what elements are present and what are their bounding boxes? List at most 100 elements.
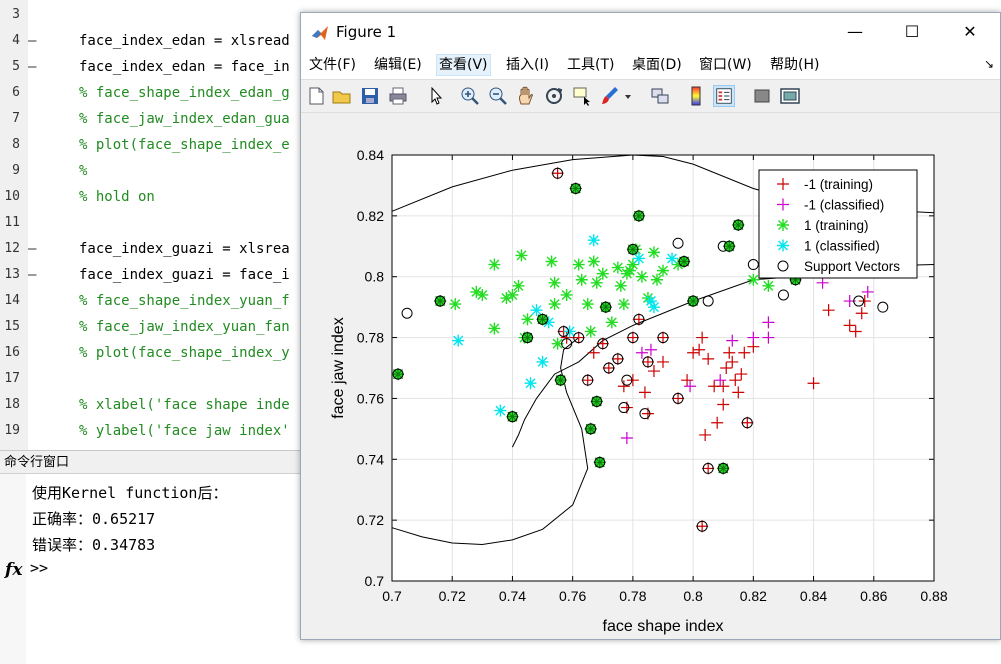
function-browser-icon[interactable]: fx (5, 560, 23, 580)
link-icon[interactable] (649, 85, 671, 107)
open-file-icon[interactable] (331, 85, 353, 107)
data-cursor-icon[interactable] (571, 85, 593, 107)
menu-help[interactable]: 帮助(H) (770, 57, 820, 73)
neg-training-point (572, 331, 585, 344)
save-icon[interactable] (359, 85, 381, 107)
support-vector-point (582, 374, 594, 386)
editor-line[interactable]: 17 (0, 366, 1001, 392)
editor-line[interactable]: 16 % plot(face_shape_index_y (0, 340, 1001, 366)
support-vector-point (747, 259, 759, 271)
editor-line[interactable]: 4 — face_index_edan = xlsread (0, 28, 1001, 54)
menu-file[interactable]: 文件(F) (309, 57, 356, 73)
editor-line[interactable]: 11 (0, 210, 1001, 236)
neg-training-point (647, 365, 660, 378)
rotate-icon[interactable] (543, 85, 565, 107)
breakpoint-marker[interactable]: — (28, 33, 37, 49)
editor-line[interactable]: 3 (0, 2, 1001, 28)
editor-line[interactable]: 9% (0, 158, 1001, 184)
minimize-button[interactable]: — (847, 22, 863, 41)
neg-training-point (741, 416, 754, 429)
menu-window[interactable]: 窗口(W) (699, 57, 752, 73)
editor-line[interactable]: 8 % plot(face_shape_index_e (0, 132, 1001, 158)
command-prompt[interactable]: >> (30, 559, 49, 577)
line-number: 16 (4, 345, 20, 360)
neg-training-point (693, 343, 706, 356)
line-number: 7 (12, 111, 20, 126)
pos-training-point (548, 276, 561, 289)
neg-training-point (581, 374, 594, 387)
support-vector-point (678, 255, 691, 268)
y-tick-label: 0.78 (357, 330, 384, 346)
pos-classified-point (530, 304, 543, 317)
brush-dropdown-icon[interactable] (623, 85, 633, 107)
zoom-out-icon[interactable] (487, 85, 509, 107)
menu-desktop[interactable]: 桌面(D) (632, 57, 682, 73)
maximize-button[interactable]: ☐ (904, 22, 920, 41)
editor-line[interactable]: 12 — face_index_guazi = xlsrea (0, 236, 1001, 262)
legend-box (758, 169, 918, 279)
editor-line[interactable]: 18 % xlabel('face shape inde (0, 392, 1001, 418)
editor-line[interactable]: 13 — face_index_guazi = face_i (0, 262, 1001, 288)
menu-view[interactable]: 查看(V) (436, 54, 491, 76)
menu-insert[interactable]: 插入(I) (506, 57, 550, 73)
zoom-in-icon[interactable] (459, 85, 481, 107)
support-vector-point (642, 356, 654, 368)
editor-line[interactable]: 14 % face_shape_index_yuan_f (0, 288, 1001, 314)
legend[interactable]: -1 (training) -1 (classified) 1 (training)… (758, 169, 918, 279)
pos-training-point (626, 258, 639, 271)
breakpoint-marker[interactable]: — (28, 267, 37, 283)
pos-training-point (611, 261, 624, 274)
editor-line[interactable]: 19 % ylabel('face jaw index' (0, 418, 1001, 444)
editor-line[interactable]: 10 % hold on (0, 184, 1001, 210)
pos-classified-point (563, 325, 576, 338)
pos-training-point (647, 246, 660, 259)
new-figure-icon[interactable] (305, 85, 327, 107)
colorbar-icon[interactable] (685, 85, 707, 107)
support-vector-point (590, 395, 603, 408)
neg-training-point (729, 374, 742, 387)
legend-entry: -1 (classified) (804, 198, 884, 213)
support-vector-point (584, 422, 597, 435)
neg-classified-point (762, 331, 775, 344)
support-vector-point (633, 313, 645, 325)
brush-icon[interactable] (599, 85, 621, 107)
dock-arrow-icon[interactable]: ↘ (983, 57, 994, 71)
neg-training-point (602, 362, 615, 374)
line-number: 9 (12, 163, 20, 178)
support-vector-point (603, 362, 615, 374)
show-plot-tools-icon[interactable] (779, 85, 801, 107)
support-vector-point (597, 338, 609, 350)
y-tick-label: 0.8 (365, 269, 385, 285)
pos-training-point (747, 273, 760, 286)
close-button[interactable]: ✕ (963, 22, 977, 41)
breakpoint-marker[interactable]: — (28, 59, 37, 75)
print-icon[interactable] (387, 85, 409, 107)
code-text: % (79, 163, 88, 179)
pos-training-point (605, 316, 618, 329)
figure-titlebar[interactable]: Figure 1 — ☐ ✕ (301, 13, 1000, 51)
support-vector-point (593, 456, 606, 469)
support-vector-point (536, 313, 549, 326)
hide-plot-tools-icon[interactable] (751, 85, 773, 107)
line-number: 3 (12, 7, 20, 22)
editor-line[interactable]: 6 % face_shape_index_edan_g (0, 80, 1001, 106)
svm-scatter-chart[interactable]: 0.7 0.72 0.74 0.76 0.78 0.8 0.82 0.84 0.86 0.88 0.… (301, 113, 1000, 639)
line-number: 5 (12, 59, 20, 74)
menu-edit[interactable]: 编辑(E) (374, 57, 422, 73)
support-vector-point (627, 332, 639, 344)
pan-icon[interactable] (515, 85, 537, 107)
editor-line[interactable]: 5 — face_index_edan = face_in (0, 54, 1001, 80)
breakpoint-marker[interactable]: — (28, 241, 37, 257)
editor-line[interactable]: 15 % face_jaw_index_yuan_fan (0, 314, 1001, 340)
pos-training-point (521, 313, 534, 326)
figure-window[interactable]: Figure 1 — ☐ ✕ 文件(F) 编辑(E) 查看(V) 插入(I) 工… (300, 12, 1001, 640)
pointer-icon[interactable] (425, 85, 447, 107)
editor-line[interactable]: 7 % face_jaw_index_edan_gua (0, 106, 1001, 132)
legend-icon[interactable] (713, 85, 735, 107)
neg-classified-point (762, 316, 775, 329)
figure-toolbar (301, 80, 1000, 113)
plot-area[interactable]: 0.7 0.72 0.74 0.76 0.78 0.8 0.82 0.84 0.86 0.88 0.… (301, 113, 1000, 639)
menu-tools[interactable]: 工具(T) (567, 57, 615, 73)
support-vector-point (702, 295, 714, 307)
support-vector-point (521, 331, 534, 344)
